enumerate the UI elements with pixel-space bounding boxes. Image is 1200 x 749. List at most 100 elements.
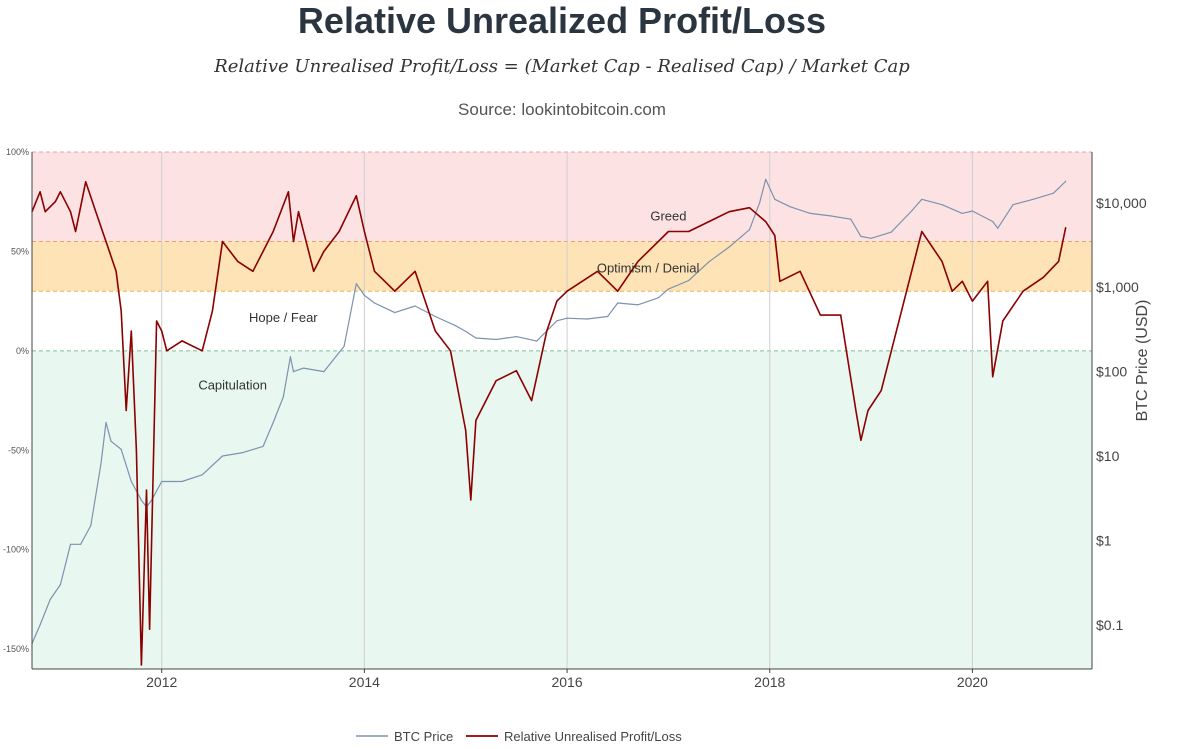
data-point-s0-20 [262, 445, 264, 448]
data-point-s0-57 [829, 215, 832, 217]
data-point-s0-2 [49, 598, 51, 601]
data-point-s1-65 [840, 314, 842, 316]
data-point-s0-18 [221, 455, 224, 457]
data-point-s0-25 [302, 367, 305, 369]
data-point-s0-45 [637, 304, 639, 306]
data-point-s1-51 [596, 270, 599, 272]
data-point-s1-33 [323, 250, 325, 253]
data-point-s0-34 [454, 325, 457, 327]
data-point-s1-67 [860, 439, 862, 441]
data-point-s1-19 [161, 330, 163, 332]
data-point-s1-42 [465, 429, 467, 431]
data-point-s0-62 [911, 210, 913, 212]
data-point-s0-67 [992, 220, 994, 223]
axes: -150% -100% -50% 0% 50% 100% $0.1 $1 $10 $100 $1,0… [3, 147, 1151, 690]
data-point-s1-7 [85, 181, 87, 183]
data-point-s0-56 [809, 212, 811, 214]
data-point-s0-11 [130, 480, 132, 483]
data-point-s1-59 [748, 207, 751, 209]
data-point-s1-50 [566, 290, 568, 292]
data-point-s0-26 [323, 371, 325, 373]
data-point-s1-37 [373, 270, 376, 272]
legend: BTC Price Relative Unrealised Profit/Loss [356, 729, 682, 744]
data-point-s0-16 [181, 480, 183, 483]
left-tick-label-1: -100% [3, 545, 29, 555]
data-point-s1-34 [338, 230, 340, 233]
data-point-s0-15 [161, 480, 163, 483]
data-point-s0-31 [394, 312, 396, 314]
data-point-s0-6 [90, 524, 92, 527]
data-point-s1-38 [394, 290, 396, 292]
data-point-s0-54 [774, 198, 776, 200]
data-point-s0-37 [495, 338, 497, 341]
data-point-s1-80 [1042, 276, 1044, 278]
data-point-s1-52 [617, 290, 619, 292]
data-point-s0-65 [961, 212, 963, 214]
data-point-s1-36 [363, 230, 365, 233]
left-tick-label-0: -150% [3, 644, 29, 654]
data-point-s1-9 [105, 240, 107, 243]
data-point-s0-46 [657, 297, 659, 299]
data-point-s1-39 [414, 270, 416, 272]
data-point-s0-23 [289, 356, 292, 358]
data-point-s1-5 [69, 211, 72, 213]
data-point-s0-38 [515, 336, 517, 338]
data-point-s0-71 [1052, 192, 1055, 194]
data-point-s1-35 [355, 195, 357, 197]
data-point-s1-15 [140, 664, 143, 666]
zone-label-1: Optimism / Denial [597, 260, 700, 275]
data-point-s0-19 [242, 451, 244, 454]
data-point-s1-12 [125, 409, 127, 412]
data-point-s1-62 [779, 280, 781, 282]
legend-label-0: BTC Price [394, 729, 453, 744]
x-tick-label-0: 2012 [146, 674, 177, 690]
zone-label-0: Greed [650, 209, 686, 224]
zone-bands [32, 151, 1092, 669]
data-point-s1-41 [449, 350, 452, 352]
data-point-s1-18 [156, 320, 158, 322]
data-point-s0-27 [343, 345, 345, 347]
data-point-s0-30 [373, 302, 376, 304]
data-point-s0-24 [292, 371, 295, 373]
data-point-s0-59 [860, 235, 862, 238]
data-point-s0-1 [39, 624, 41, 626]
data-point-s1-10 [115, 270, 117, 272]
data-point-s0-40 [556, 320, 558, 322]
data-point-s1-77 [992, 376, 994, 378]
data-point-s1-81 [1057, 260, 1060, 262]
data-point-s0-49 [708, 261, 710, 263]
zone-labels: Greed Optimism / Denial Hope / Fear Capitul… [198, 209, 699, 393]
right-axis-label: BTC Price (USD) [1134, 300, 1151, 422]
data-point-s1-27 [262, 250, 264, 253]
data-point-s0-60 [870, 237, 872, 239]
data-point-s1-78 [1002, 320, 1004, 322]
chart-subtitle: Relative Unrealised Profit/Loss = (Marke… [214, 56, 910, 77]
x-tick-label-2: 2016 [551, 674, 582, 690]
x-tick-label-3: 2018 [754, 674, 785, 690]
right-tick-label-5: $10,000 [1096, 195, 1147, 211]
data-point-s0-3 [59, 583, 61, 586]
data-point-s0-63 [921, 198, 923, 200]
data-point-s0-61 [890, 231, 892, 233]
data-point-s1-69 [880, 390, 882, 392]
data-point-s1-74 [961, 280, 963, 282]
data-point-s1-22 [201, 350, 203, 352]
data-point-s1-25 [237, 260, 239, 262]
left-tick-label-2: -50% [8, 445, 29, 455]
data-point-s1-66 [855, 409, 857, 412]
data-point-s1-56 [688, 230, 690, 233]
data-point-s1-31 [297, 211, 300, 213]
data-point-s1-4 [59, 191, 61, 193]
data-point-s0-10 [120, 448, 122, 450]
right-tick-label-0: $0.1 [1096, 617, 1123, 633]
right-tick-label-1: $1 [1096, 532, 1112, 548]
data-point-s0-21 [272, 421, 274, 424]
data-point-s1-17 [148, 628, 151, 630]
data-point-s1-58 [728, 211, 730, 213]
data-point-s1-47 [530, 399, 533, 402]
right-tick-label-4: $1,000 [1096, 279, 1139, 295]
series-lines [31, 178, 1067, 666]
data-point-s1-72 [941, 260, 943, 262]
chart-source: Source: lookintobitcoin.com [458, 100, 666, 119]
